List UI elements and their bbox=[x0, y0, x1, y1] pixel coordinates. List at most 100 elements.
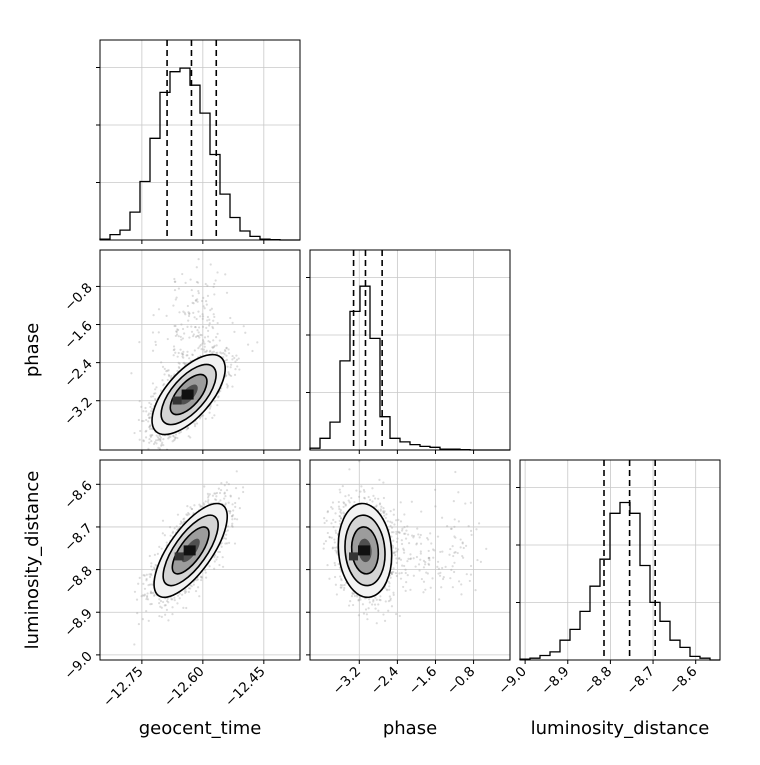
scatter-point bbox=[432, 557, 434, 559]
scatter-point bbox=[152, 350, 154, 352]
scatter-point bbox=[232, 526, 234, 528]
scatter-point bbox=[179, 597, 181, 599]
scatter-point bbox=[376, 505, 378, 507]
scatter-point bbox=[198, 292, 200, 294]
scatter-point bbox=[198, 595, 200, 597]
scatter-point bbox=[214, 345, 216, 347]
scatter-point bbox=[222, 352, 224, 354]
scatter-point bbox=[415, 565, 417, 567]
panel-frame bbox=[100, 40, 300, 240]
scatter-point bbox=[416, 556, 418, 558]
scatter-point bbox=[207, 499, 209, 501]
scatter-point bbox=[202, 318, 204, 320]
scatter-point bbox=[197, 290, 199, 292]
scatter-point bbox=[419, 559, 421, 561]
scatter-point bbox=[441, 551, 443, 553]
scatter-point bbox=[235, 487, 237, 489]
scatter-point bbox=[187, 320, 189, 322]
scatter-point bbox=[164, 614, 166, 616]
scatter-point bbox=[206, 303, 208, 305]
scatter-point bbox=[453, 500, 455, 502]
scatter-point bbox=[158, 598, 160, 600]
scatter-point bbox=[203, 349, 205, 351]
scatter-point bbox=[216, 352, 218, 354]
scatter-point bbox=[204, 336, 206, 338]
scatter-point bbox=[256, 341, 258, 343]
scatter-point bbox=[218, 488, 220, 490]
scatter-point bbox=[196, 318, 198, 320]
scatter-point bbox=[453, 526, 455, 528]
scatter-point bbox=[191, 585, 193, 587]
scatter-point bbox=[423, 566, 425, 568]
scatter-point bbox=[371, 500, 373, 502]
scatter-point bbox=[445, 566, 447, 568]
scatter-point bbox=[146, 592, 148, 594]
scatter-point bbox=[406, 525, 408, 527]
scatter-point bbox=[134, 591, 136, 593]
scatter-point bbox=[185, 607, 187, 609]
scatter-point bbox=[155, 344, 157, 346]
scatter-point bbox=[213, 568, 215, 570]
scatter-point bbox=[439, 575, 441, 577]
scatter-point bbox=[217, 322, 219, 324]
scatter-point bbox=[152, 592, 154, 594]
scatter-point bbox=[226, 481, 228, 483]
scatter-point bbox=[358, 599, 360, 601]
scatter-point bbox=[382, 507, 384, 509]
scatter-point bbox=[234, 502, 236, 504]
scatter-point bbox=[225, 534, 227, 536]
scatter-point bbox=[212, 327, 214, 329]
scatter-point bbox=[136, 599, 138, 601]
scatter-point bbox=[142, 583, 144, 585]
scatter-point bbox=[152, 331, 154, 333]
scatter-point bbox=[148, 402, 150, 404]
scatter-point bbox=[185, 591, 187, 593]
scatter-point bbox=[339, 489, 341, 491]
scatter-point bbox=[213, 414, 215, 416]
scatter-point bbox=[458, 580, 460, 582]
scatter-point bbox=[150, 410, 152, 412]
scatter-point bbox=[197, 301, 199, 303]
scatter-point bbox=[355, 489, 357, 491]
scatter-point bbox=[220, 489, 222, 491]
scatter-point bbox=[167, 598, 169, 600]
scatter-point bbox=[209, 351, 211, 353]
scatter-point bbox=[159, 606, 161, 608]
scatter-point bbox=[175, 298, 177, 300]
scatter-point bbox=[202, 414, 204, 416]
scatter-point bbox=[196, 266, 198, 268]
scatter-point bbox=[136, 612, 138, 614]
scatter-point bbox=[379, 595, 381, 597]
scatter-point bbox=[401, 565, 403, 567]
scatter-point bbox=[153, 443, 155, 445]
scatter-point bbox=[350, 497, 352, 499]
scatter-point bbox=[377, 498, 379, 500]
scatter-point bbox=[173, 278, 175, 280]
scatter-point bbox=[209, 406, 211, 408]
scatter-point bbox=[393, 523, 395, 525]
scatter-point bbox=[160, 600, 162, 602]
scatter-point bbox=[143, 440, 145, 442]
scatter-point bbox=[212, 339, 214, 341]
scatter-point bbox=[348, 604, 350, 606]
scatter-point bbox=[379, 503, 381, 505]
scatter-point bbox=[138, 341, 140, 343]
scatter-point bbox=[138, 419, 140, 421]
scatter-point bbox=[173, 354, 175, 356]
scatter-point bbox=[386, 589, 388, 591]
scatter-point bbox=[462, 557, 464, 559]
scatter-point bbox=[368, 496, 370, 498]
histogram-step-line bbox=[520, 503, 720, 661]
scatter-point bbox=[212, 320, 214, 322]
scatter-point bbox=[219, 492, 221, 494]
scatter-point bbox=[232, 514, 234, 516]
scatter-point bbox=[142, 410, 144, 412]
scatter-point bbox=[141, 595, 143, 597]
scatter-point bbox=[396, 538, 398, 540]
scatter-point bbox=[226, 292, 228, 294]
scatter-point bbox=[192, 354, 194, 356]
scatter-point bbox=[344, 584, 346, 586]
scatter-point bbox=[226, 489, 228, 491]
scatter-point bbox=[166, 541, 168, 543]
